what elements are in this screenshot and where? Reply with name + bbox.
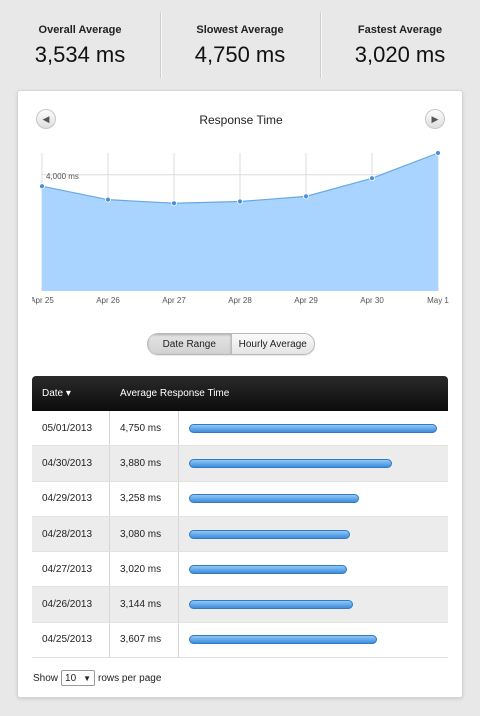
data-point: [105, 196, 111, 203]
row-date: 04/27/2013: [32, 552, 110, 587]
row-bar-cell: [179, 446, 448, 480]
next-button[interactable]: ▶: [425, 109, 445, 129]
row-ms: 3,144 ms: [110, 587, 179, 622]
response-bar: [189, 564, 347, 574]
pagination-footer: Show 10 ▼ rows per page: [33, 670, 161, 686]
response-bar: [189, 635, 377, 645]
stats-bar: Overall Average 3,534 ms Slowest Average…: [0, 0, 480, 90]
response-bar: [189, 458, 392, 468]
hourly-average-button[interactable]: Hourly Average: [238, 338, 307, 350]
response-table: Date ▾ Average Response Time 05/01/2013 4…: [32, 376, 448, 659]
table-body: 05/01/2013 4,750 ms 04/30/2013 3,880 ms 04/2…: [32, 411, 448, 659]
row-date: 04/28/2013: [32, 516, 110, 552]
response-bar: [189, 529, 350, 539]
x-tick-label: May 1: [427, 296, 449, 305]
row-bar-cell: [179, 517, 448, 551]
table-header: Date ▾ Average Response Time: [32, 376, 448, 411]
stat-value: 4,750 ms: [194, 42, 286, 67]
stat-value: 3,534 ms: [34, 42, 126, 67]
data-point: [369, 175, 375, 182]
row-date: 04/26/2013: [32, 587, 110, 622]
stat-value: 3,020 ms: [354, 42, 446, 67]
stat-fastest: Fastest Average 3,020 ms: [320, 0, 480, 90]
stat-slowest: Slowest Average 4,750 ms: [160, 0, 320, 90]
view-toggle: Date Range Hourly Average: [147, 333, 315, 355]
show-label: Show: [33, 672, 59, 684]
response-time-chart: 4,000 ms Apr 25 Apr 26 Apr 27 Apr 28 Apr 29 Ap…: [32, 150, 449, 305]
data-point: [435, 150, 441, 156]
row-ms: 3,258 ms: [110, 481, 179, 516]
row-bar-cell: [179, 623, 448, 657]
row-ms: 3,880 ms: [110, 446, 179, 481]
rows-per-page-value: 10: [65, 672, 77, 684]
row-ms: 4,750 ms: [110, 411, 179, 446]
x-tick-label: Apr 30: [360, 296, 384, 305]
row-ms: 3,080 ms: [110, 516, 179, 552]
chevron-left-icon: ◀: [42, 113, 50, 124]
table-row: 04/30/2013 3,880 ms: [32, 446, 448, 482]
data-point: [39, 183, 45, 190]
date-column-header[interactable]: Date ▾: [42, 388, 71, 399]
avg-column-header: Average Response Time: [120, 388, 230, 399]
response-bar: [189, 423, 437, 433]
row-bar-cell: [179, 552, 448, 586]
row-date: 05/01/2013: [32, 411, 110, 446]
date-range-button[interactable]: Date Range: [148, 334, 232, 354]
chevron-right-icon: ▶: [431, 113, 439, 124]
x-tick-label: Apr 29: [294, 296, 318, 305]
stat-overall: Overall Average 3,534 ms: [0, 0, 160, 90]
row-date: 04/29/2013: [32, 481, 110, 516]
row-date: 04/30/2013: [32, 446, 110, 481]
stat-label: Fastest Average: [357, 24, 443, 36]
row-date: 04/25/2013: [32, 622, 110, 658]
table-row: 05/01/2013 4,750 ms: [32, 411, 448, 447]
response-time-card: ◀ Response Time ▶ 4,000 ms Apr 25 Apr 26 Ap…: [17, 90, 463, 698]
row-bar-cell: [179, 587, 448, 621]
x-tick-label: Apr 28: [228, 296, 252, 305]
rows-per-page-select[interactable]: 10 ▼: [61, 670, 96, 686]
chevron-down-icon: ▼: [83, 673, 92, 683]
x-tick-label: Apr 25: [32, 296, 54, 305]
data-point: [237, 198, 243, 205]
data-point: [171, 200, 177, 207]
chart-title: Response Time: [199, 113, 283, 127]
table-row: 04/29/2013 3,258 ms: [32, 481, 448, 517]
row-bar-cell: [179, 411, 448, 445]
table-row: 04/27/2013 3,020 ms: [32, 552, 448, 588]
prev-button[interactable]: ◀: [36, 109, 56, 129]
stat-label: Overall Average: [38, 24, 122, 36]
response-bar: [189, 494, 359, 504]
row-ms: 3,607 ms: [110, 622, 179, 658]
row-bar-cell: [179, 482, 448, 516]
x-tick-label: Apr 26: [96, 296, 120, 305]
table-row: 04/26/2013 3,144 ms: [32, 587, 448, 623]
y-annotation: 4,000 ms: [46, 172, 79, 181]
stat-label: Slowest Average: [196, 24, 284, 36]
response-bar: [189, 600, 353, 610]
table-row: 04/25/2013 3,607 ms: [32, 622, 448, 659]
rows-per-page-label: rows per page: [98, 672, 162, 684]
data-point: [303, 193, 309, 200]
row-ms: 3,020 ms: [110, 552, 179, 587]
x-tick-label: Apr 27: [162, 296, 186, 305]
table-row: 04/28/2013 3,080 ms: [32, 516, 448, 553]
